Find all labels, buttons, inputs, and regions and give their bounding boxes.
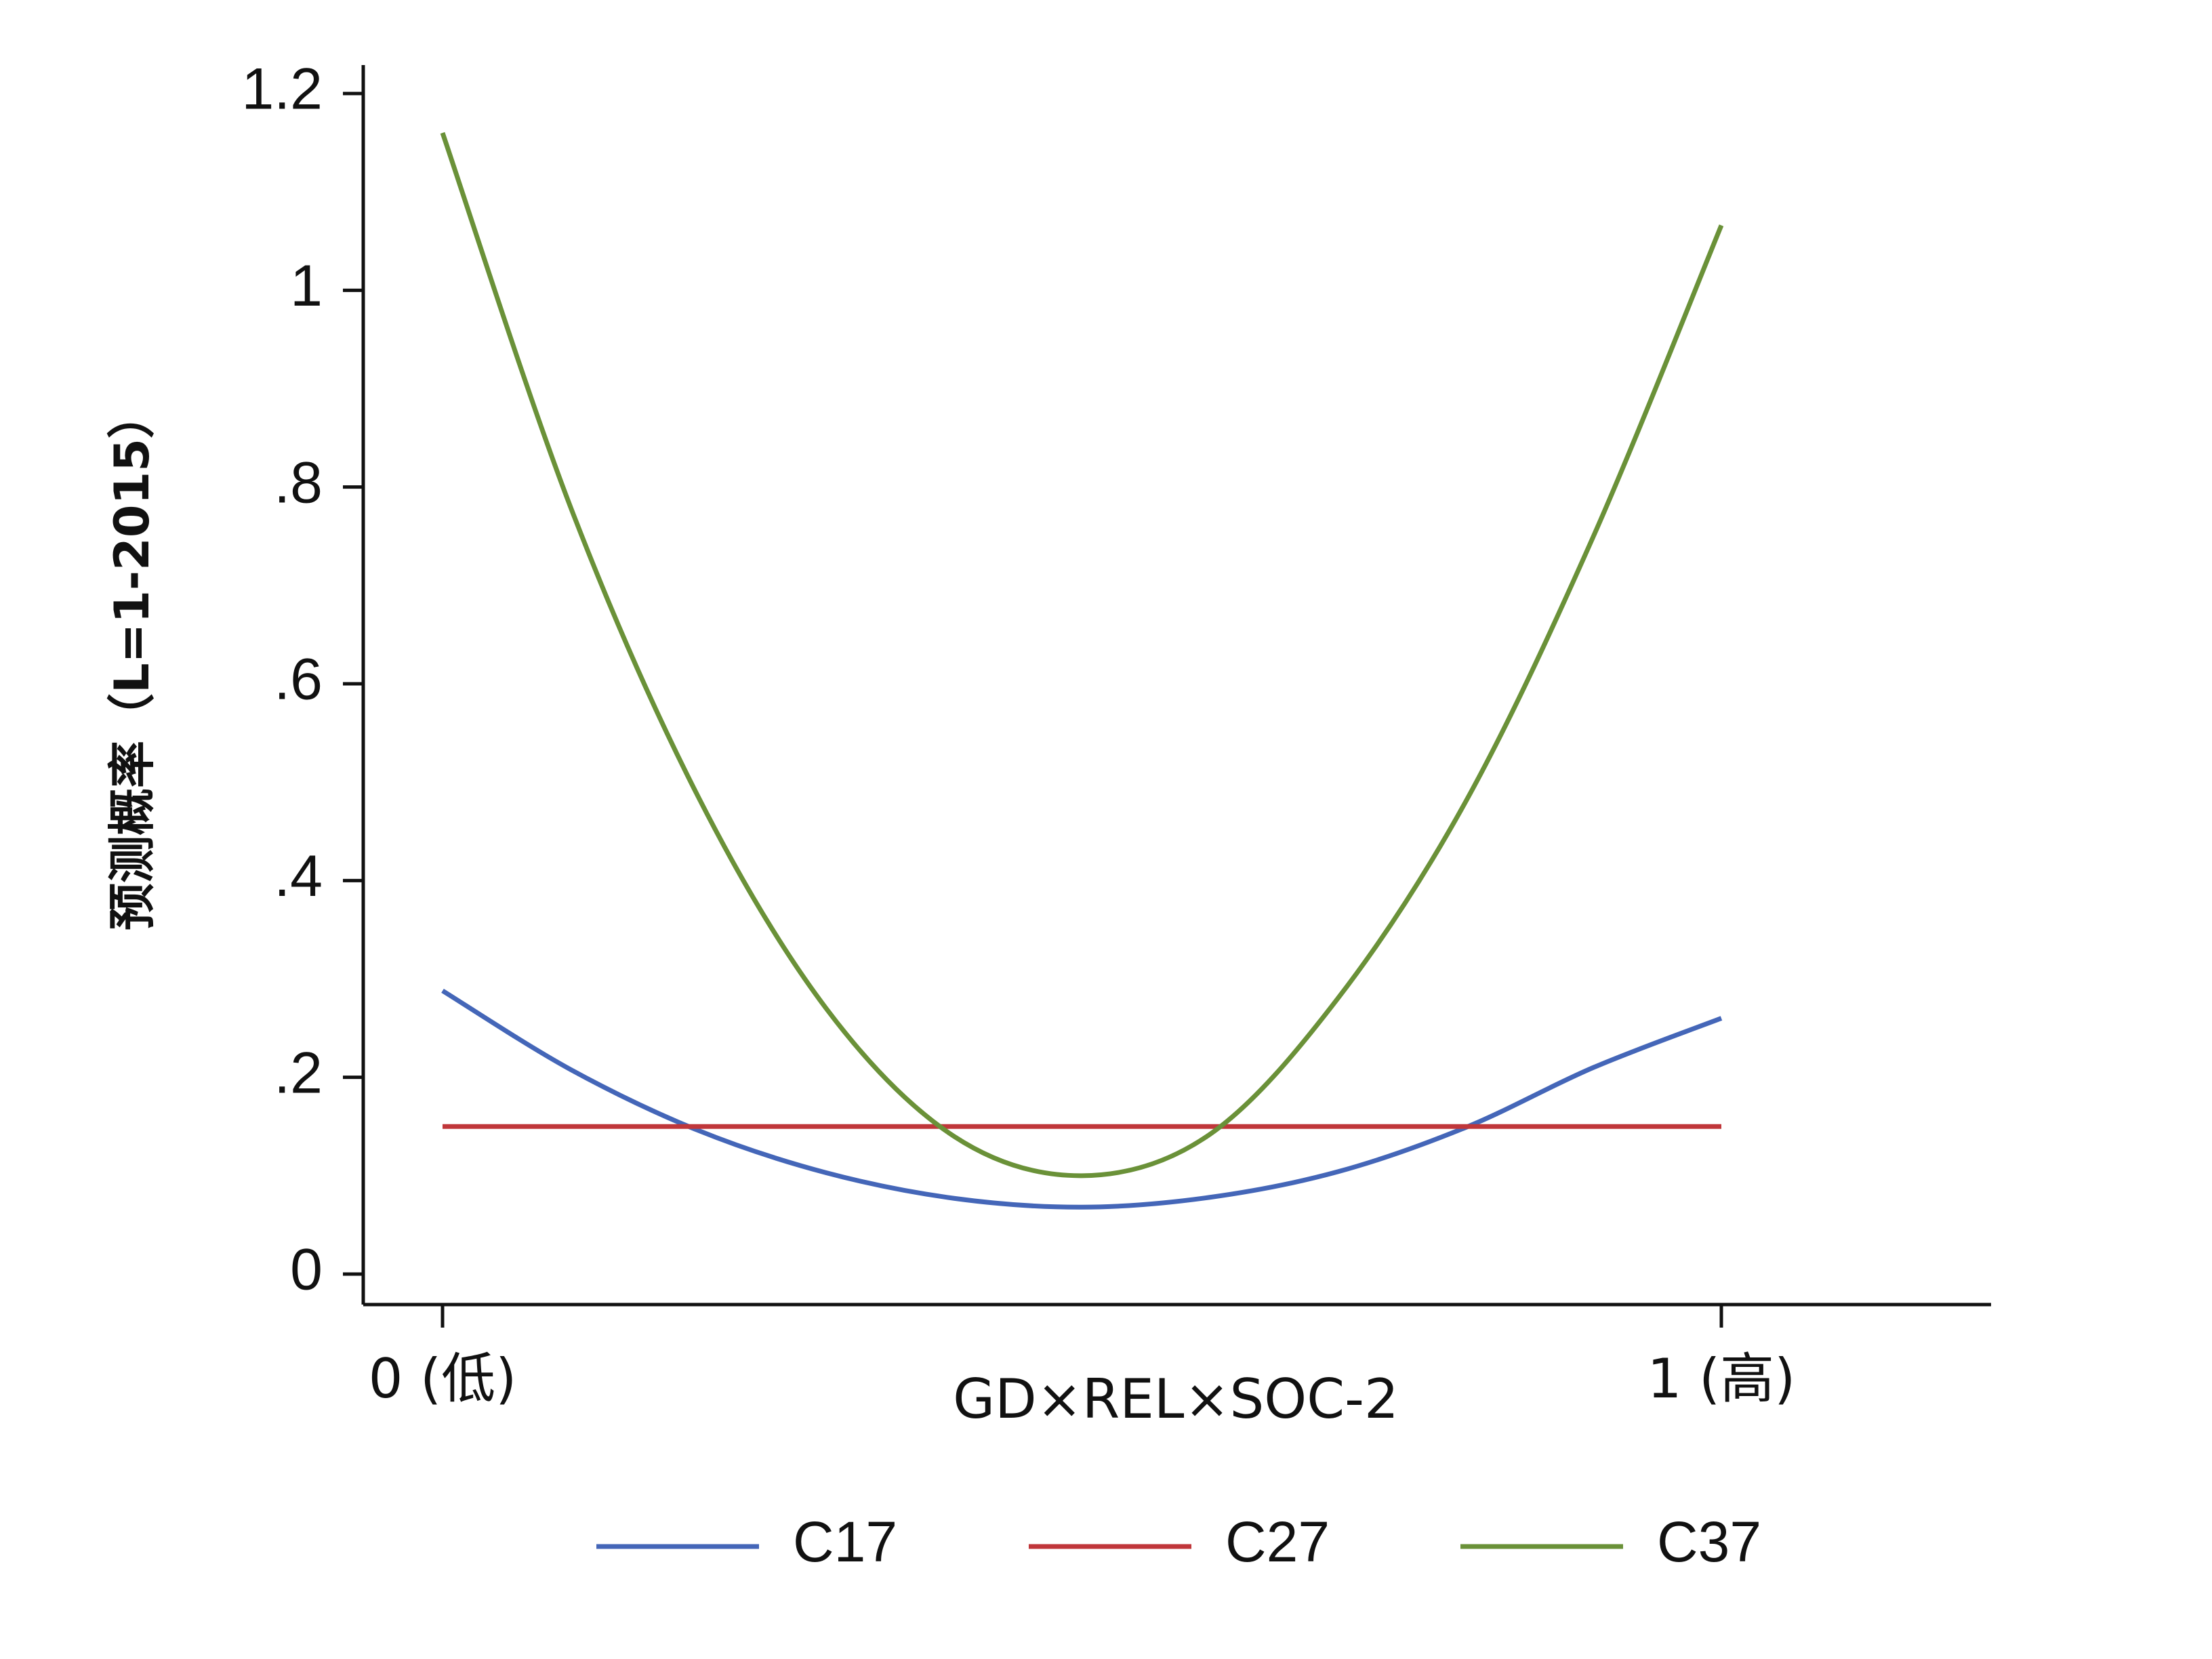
x-axis-title: GD×REL×SOC-2: [953, 1368, 1399, 1431]
series-line-c17: [441, 988, 1723, 1210]
y-tick-label: 0: [290, 1237, 323, 1303]
legend-label-c37: C37: [1657, 1510, 1761, 1574]
y-ticks: 0 .2 .4 .6 .8 1 1.2: [241, 57, 363, 1303]
legend: C17 C27 C37: [596, 1510, 1761, 1574]
y-tick-label: .8: [274, 450, 323, 515]
y-tick-label: 1.2: [241, 57, 323, 122]
y-tick-label: .4: [274, 844, 323, 909]
x-tick-label: 0 (低): [369, 1347, 517, 1410]
y-tick-label: .2: [274, 1040, 323, 1105]
y-axis-title: 预测概率（L=1-2015）: [104, 391, 160, 930]
series-line-c37: [440, 131, 1724, 1179]
axes: [361, 65, 1991, 1307]
y-tick-label: 1: [290, 253, 323, 319]
legend-label-c27: C27: [1225, 1510, 1330, 1574]
legend-label-c17: C17: [793, 1510, 897, 1574]
plot-lines: [440, 131, 1724, 1210]
x-tick-label: 1 (高): [1647, 1347, 1796, 1410]
x-ticks: 0 (低) 1 (高): [369, 1305, 1796, 1410]
y-tick-label: .6: [274, 647, 323, 712]
